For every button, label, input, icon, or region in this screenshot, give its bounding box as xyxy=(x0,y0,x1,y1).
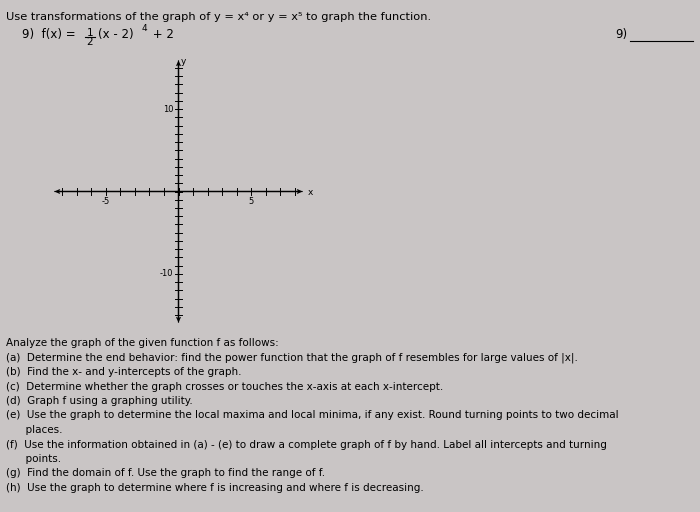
Text: x: x xyxy=(308,188,314,197)
Text: 5: 5 xyxy=(248,198,254,206)
Text: y: y xyxy=(181,57,186,66)
Text: 1: 1 xyxy=(87,28,93,38)
Text: (e)  Use the graph to determine the local maxima and local minima, if any exist.: (e) Use the graph to determine the local… xyxy=(6,411,619,420)
Text: Use transformations of the graph of y = x⁴ or y = x⁵ to graph the function.: Use transformations of the graph of y = … xyxy=(6,12,431,22)
Text: -5: -5 xyxy=(102,198,110,206)
Text: (d)  Graph f using a graphing utility.: (d) Graph f using a graphing utility. xyxy=(6,396,193,406)
Text: 4: 4 xyxy=(142,24,148,33)
Text: -10: -10 xyxy=(160,269,174,279)
Text: (h)  Use the graph to determine where f is increasing and where f is decreasing.: (h) Use the graph to determine where f i… xyxy=(6,483,424,493)
Text: 2: 2 xyxy=(87,37,93,47)
Text: 9): 9) xyxy=(615,28,627,41)
Text: (x - 2): (x - 2) xyxy=(98,28,134,41)
Text: (c)  Determine whether the graph crosses or touches the x-axis at each x-interce: (c) Determine whether the graph crosses … xyxy=(6,381,443,392)
Text: points.: points. xyxy=(6,454,61,464)
Text: + 2: + 2 xyxy=(149,28,174,41)
Text: (b)  Find the x- and y-intercepts of the graph.: (b) Find the x- and y-intercepts of the … xyxy=(6,367,242,377)
Text: 10: 10 xyxy=(163,104,174,114)
Text: Analyze the graph of the given function f as follows:: Analyze the graph of the given function … xyxy=(6,338,279,348)
Text: 9)  f(x) =: 9) f(x) = xyxy=(22,28,79,41)
Text: places.: places. xyxy=(6,425,62,435)
Text: (f)  Use the information obtained in (a) - (e) to draw a complete graph of f by : (f) Use the information obtained in (a) … xyxy=(6,439,607,450)
Text: (a)  Determine the end behavior: find the power function that the graph of f res: (a) Determine the end behavior: find the… xyxy=(6,352,578,363)
Text: (g)  Find the domain of f. Use the graph to find the range of f.: (g) Find the domain of f. Use the graph … xyxy=(6,468,325,479)
